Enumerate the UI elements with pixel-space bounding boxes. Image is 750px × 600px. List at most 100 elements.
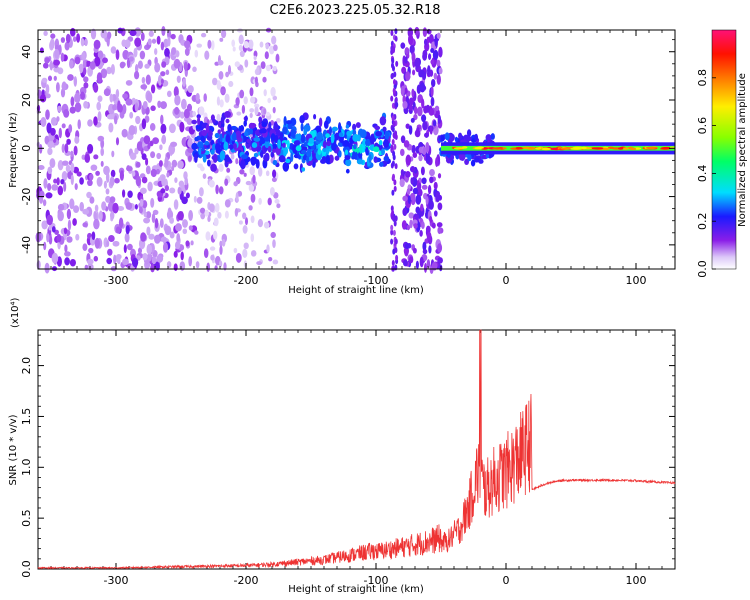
heatmap-cell [207, 215, 211, 223]
heatmap-cell [257, 167, 263, 177]
heatmap-cell [147, 142, 151, 150]
heatmap-cell [287, 122, 293, 130]
heatmap-cell [160, 123, 167, 134]
heatmap-cell [212, 153, 218, 164]
heatmap-cell [276, 118, 281, 123]
heatmap-cell [231, 39, 236, 47]
heatmap-cell [46, 214, 54, 226]
heatmap-cell [74, 56, 81, 65]
heatmap-cell [93, 255, 99, 262]
heatmap-cell [107, 248, 113, 256]
heatmap-cell [141, 118, 147, 130]
heatmap-cell [400, 85, 405, 97]
heatmap-cell [150, 168, 157, 178]
heatmap-cell [204, 209, 209, 217]
heatmap-cell [490, 133, 495, 140]
heatmap-cell [43, 30, 48, 37]
heatmap-cell [390, 144, 394, 151]
heatmap-cell [412, 187, 419, 195]
heatmap-cell [233, 247, 238, 254]
heatmap-cell [393, 220, 397, 227]
y-tick-label: 2.0 [20, 357, 33, 375]
heatmap-cell [40, 117, 47, 127]
heatmap-cell [428, 34, 434, 44]
heatmap-cell [393, 185, 397, 192]
heatmap-cell [60, 178, 65, 185]
heatmap-cell [47, 166, 53, 175]
heatmap-cell [66, 138, 71, 145]
heatmap-cell [188, 155, 192, 162]
heatmap-cell [129, 111, 134, 119]
heatmap-cell [306, 147, 312, 158]
heatmap-cell [390, 224, 394, 231]
heatmap-cell [69, 106, 76, 114]
heatmap-cell [202, 154, 207, 163]
heatmap-cell [181, 98, 187, 110]
heatmap-cell [308, 137, 315, 144]
heatmap-cell [64, 143, 69, 154]
heatmap-cell [103, 88, 111, 97]
heatmap-cell [425, 225, 431, 234]
heatmap-cell [61, 143, 65, 154]
heatmap-cell [394, 215, 398, 222]
heatmap-cell [192, 66, 197, 73]
heatmap-cell [72, 36, 77, 42]
heatmap-cell [175, 223, 182, 232]
heatmap-cell [134, 147, 139, 155]
heatmap-cell [406, 188, 411, 195]
heatmap-cell [44, 57, 50, 64]
heatmap-cell [164, 225, 172, 236]
heatmap-cell [225, 118, 230, 124]
heatmap-cell [200, 32, 207, 38]
heatmap-cell [404, 87, 408, 94]
heatmap-cell [220, 88, 226, 94]
heatmap-cell [115, 137, 120, 146]
heatmap-cell [114, 177, 120, 184]
heatmap-cell [83, 100, 89, 109]
heatmap-cell [105, 195, 111, 203]
snr-x-ticks: -300 -200 -100 0 100 [50, 330, 676, 587]
heatmap-cell [143, 135, 151, 145]
heatmap-cell [164, 156, 169, 168]
heatmap-cell [342, 139, 350, 147]
x-tick-label: 0 [503, 574, 510, 587]
heatmap-cell [195, 261, 200, 269]
heatmap-cell [272, 159, 278, 166]
heatmap-cell [51, 226, 56, 233]
heatmap-cell [70, 96, 75, 107]
heatmap-cell [147, 181, 153, 192]
heatmap-cell [404, 47, 410, 55]
heatmap-cell [122, 104, 127, 115]
heatmap-cell [420, 166, 425, 176]
heatmap-cell [105, 188, 110, 195]
heatmap-cell [268, 121, 272, 129]
heatmap-cell [182, 78, 186, 87]
heatmap-cell [400, 148, 405, 157]
heatmap-cell [275, 129, 281, 137]
heatmap-cell [432, 49, 439, 61]
heatmap-cell [535, 147, 542, 150]
heatmap-cell [207, 130, 213, 137]
heatmap-cell [119, 170, 124, 181]
heatmap-cell [414, 26, 420, 36]
heatmap-cell [204, 50, 210, 60]
heatmap-cell [112, 240, 120, 247]
heatmap-cell [270, 231, 276, 239]
heatmap-cell [82, 208, 90, 215]
heatmap-cell [369, 134, 375, 144]
heatmap-cell [250, 250, 257, 257]
heatmap-x-axis-label: Height of straight line (km) [288, 285, 424, 296]
heatmap-cell [48, 235, 53, 245]
heatmap-cell [82, 222, 88, 228]
heatmap-cell [272, 169, 277, 178]
heatmap-cell [79, 177, 84, 185]
heatmap-cell [208, 180, 215, 188]
heatmap-cell [79, 201, 84, 212]
heatmap-cell [541, 147, 551, 151]
heatmap-cell [129, 29, 137, 37]
heatmap-cell [162, 242, 169, 253]
heatmap-cell [267, 145, 272, 153]
heatmap-cell [421, 177, 427, 185]
heatmap-cell [243, 120, 247, 127]
heatmap-cell [110, 63, 115, 75]
